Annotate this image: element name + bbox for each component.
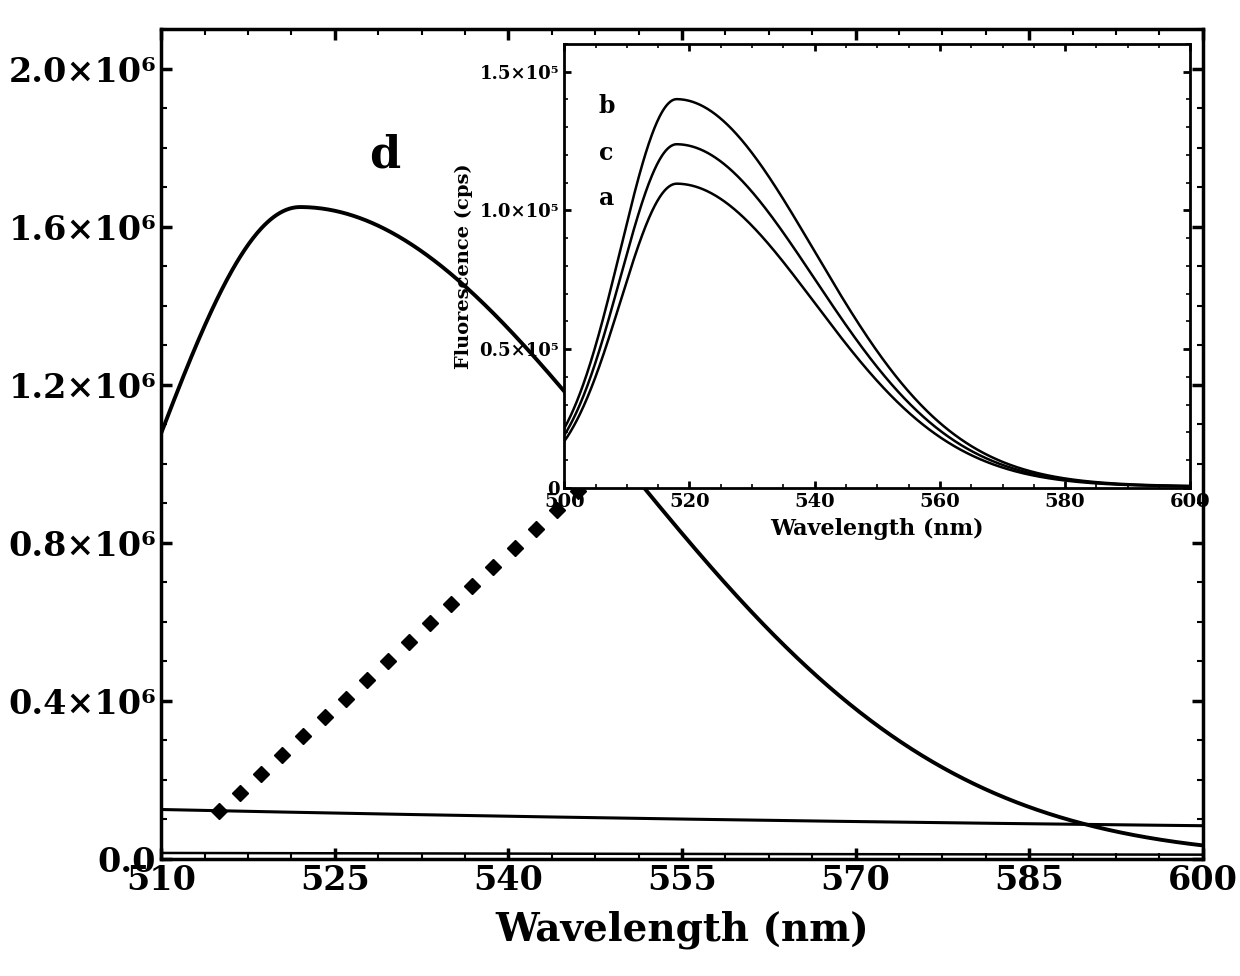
Text: c: c [599, 142, 613, 166]
Y-axis label: Fluorescence (cps): Fluorescence (cps) [454, 163, 472, 369]
Text: d: d [370, 134, 401, 177]
X-axis label: Wavelength (nm): Wavelength (nm) [495, 911, 869, 949]
Text: b: b [599, 95, 615, 118]
Text: a: a [599, 185, 614, 210]
X-axis label: Wavelength (nm): Wavelength (nm) [770, 518, 985, 540]
